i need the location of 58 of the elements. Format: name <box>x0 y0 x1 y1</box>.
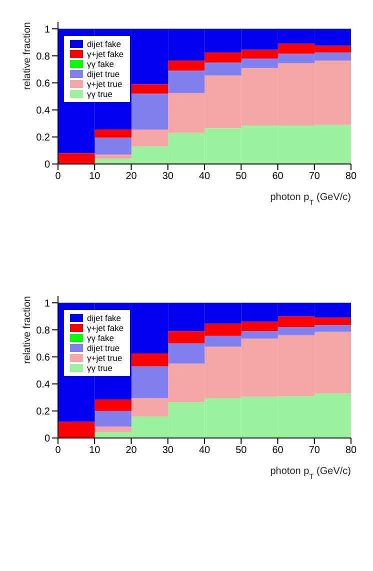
x-tick-label: 50 <box>236 171 248 182</box>
y-axis-title: relative fraction <box>22 22 34 90</box>
x-tick-label: 70 <box>308 445 320 456</box>
x-tick-label: 60 <box>272 445 284 456</box>
bar <box>131 84 168 94</box>
legend-label: dijet true <box>87 343 120 353</box>
y-tick-label: 0.8 <box>36 51 50 62</box>
x-axis-title: photon p$_{T}$ (GeV/c) <box>270 466 351 480</box>
x-tick-label: 60 <box>272 171 284 182</box>
legend-label: γ+jet true <box>87 79 122 89</box>
bar <box>58 153 95 164</box>
x-axis-title: photon p$_{T}$ (GeV/c) <box>270 192 351 206</box>
bar <box>94 399 132 411</box>
x-tick-label: 0 <box>55 445 62 456</box>
y-tick-label: 0.4 <box>36 379 50 390</box>
y-tick-label: 0.6 <box>36 78 50 90</box>
x-tick-label: 30 <box>162 445 174 456</box>
bar <box>94 426 132 432</box>
x-tick-label: 80 <box>345 171 357 182</box>
x-tick-label: 40 <box>198 171 210 182</box>
bar <box>131 353 168 366</box>
x-tick-label: 40 <box>198 445 210 456</box>
bar <box>94 138 132 155</box>
y-tick-label: 1 <box>44 24 50 36</box>
y-tick-label: 1 <box>44 298 50 310</box>
bar <box>131 94 168 130</box>
legend-label: γ+jet true <box>87 353 122 363</box>
x-tick-label: 30 <box>162 171 174 182</box>
x-tick-label: 70 <box>308 171 320 182</box>
bar <box>131 366 168 398</box>
x-tick-label: 10 <box>89 171 101 182</box>
bar <box>94 130 132 138</box>
x-tick-label: 20 <box>126 445 138 456</box>
x-tick-label: 20 <box>126 171 138 182</box>
y-tick-label: 0.2 <box>36 132 50 144</box>
legend-label: γγ fake <box>87 59 114 69</box>
legend-label: γγ true <box>87 89 113 99</box>
y-axis-title: relative fraction <box>22 296 34 364</box>
y-tick-label: 0.2 <box>36 406 50 418</box>
bar <box>94 154 132 159</box>
legend-label: γ+jet fake <box>87 49 124 59</box>
x-tick-label: 10 <box>89 445 101 456</box>
x-tick-label: 0 <box>55 171 62 182</box>
legend-label: dijet fake <box>87 39 122 49</box>
bar <box>58 422 95 438</box>
y-tick-label: 0 <box>44 434 50 445</box>
y-tick-label: 0 <box>44 160 50 171</box>
x-tick-label: 50 <box>236 445 248 456</box>
y-tick-label: 0.4 <box>36 105 50 116</box>
legend-label: dijet true <box>87 69 120 79</box>
y-tick-label: 0.6 <box>36 352 50 364</box>
legend-label: γγ fake <box>87 333 114 343</box>
legend-label: γγ true <box>87 363 113 373</box>
x-tick-label: 80 <box>345 445 357 456</box>
y-tick-label: 0.8 <box>36 325 50 336</box>
bar <box>94 410 132 427</box>
legend-label: γ+jet fake <box>87 323 124 333</box>
legend-label: dijet fake <box>87 313 122 323</box>
